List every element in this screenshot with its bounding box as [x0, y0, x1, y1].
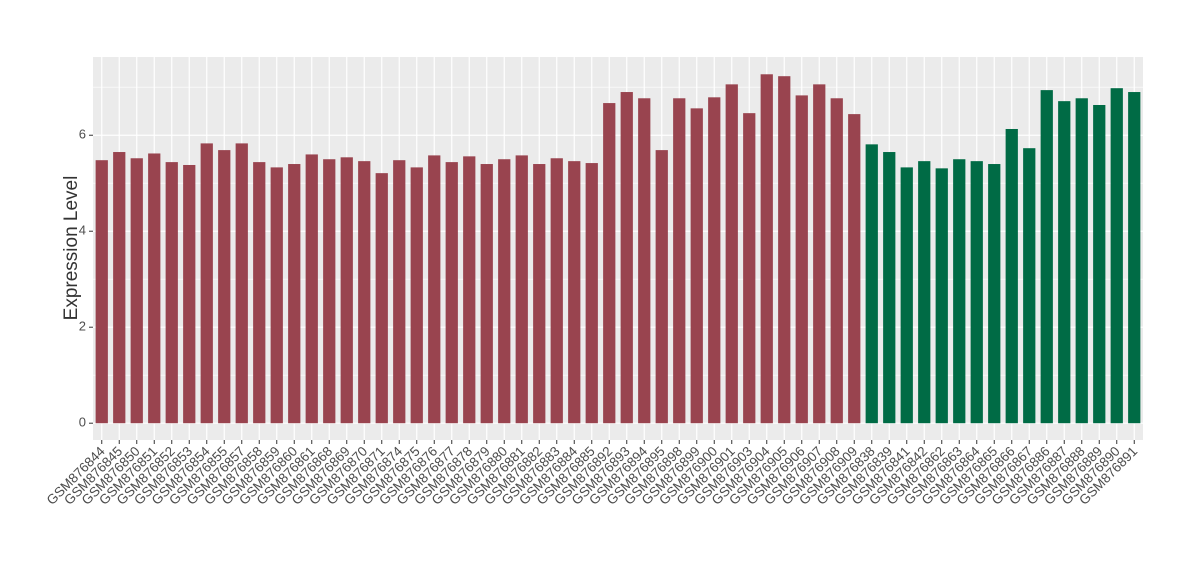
bar [270, 167, 283, 424]
bar [585, 163, 598, 424]
bar [865, 144, 878, 424]
bar [1128, 92, 1141, 424]
y-tick-label: 0 [79, 415, 86, 430]
bar [1023, 148, 1036, 424]
bar [760, 74, 773, 424]
bar [183, 164, 196, 424]
bar [393, 160, 406, 424]
bar [148, 153, 161, 424]
bar [463, 156, 476, 424]
bar [130, 158, 143, 424]
bar [288, 164, 301, 424]
bar [1093, 104, 1106, 424]
bar [935, 168, 948, 424]
y-axis-title: Expression Level [61, 176, 82, 321]
bar [795, 95, 808, 424]
bar [970, 161, 983, 424]
bar [568, 161, 581, 424]
bar [253, 162, 266, 424]
bar [708, 97, 721, 424]
bar [620, 92, 633, 424]
bar [725, 84, 738, 424]
bar [988, 164, 1001, 424]
bar [778, 76, 791, 424]
bar [743, 113, 756, 424]
bar [883, 152, 896, 424]
y-tick-label: 4 [79, 223, 86, 238]
bar [550, 158, 563, 424]
bar [200, 143, 213, 424]
bar [1040, 90, 1053, 424]
bar [323, 159, 336, 424]
bar [1110, 88, 1123, 424]
bar [1075, 98, 1088, 424]
bar [165, 162, 178, 424]
bar [218, 150, 231, 424]
bar [673, 98, 686, 424]
bar [428, 155, 441, 424]
bar [603, 103, 616, 424]
bar [480, 164, 493, 424]
bar [375, 173, 388, 424]
y-tick-label: 2 [79, 319, 86, 334]
bar [918, 161, 931, 424]
bar [533, 164, 546, 424]
bar [848, 114, 861, 424]
bar [235, 143, 248, 424]
bar [95, 160, 108, 424]
y-tick-label: 6 [79, 127, 86, 142]
bar [813, 84, 826, 424]
bar [305, 154, 318, 424]
bar [900, 167, 913, 424]
bar [1058, 101, 1071, 424]
bar [830, 98, 843, 424]
bar [113, 152, 126, 424]
bar [340, 157, 353, 424]
bar [1005, 128, 1018, 424]
bar [515, 155, 528, 424]
bar [953, 159, 966, 424]
bar [358, 161, 371, 424]
bar [445, 162, 458, 424]
bar [410, 167, 423, 424]
bar [638, 98, 651, 424]
bar [690, 108, 703, 424]
bar [655, 150, 668, 424]
bar [498, 159, 511, 424]
plot-background [93, 57, 1143, 440]
